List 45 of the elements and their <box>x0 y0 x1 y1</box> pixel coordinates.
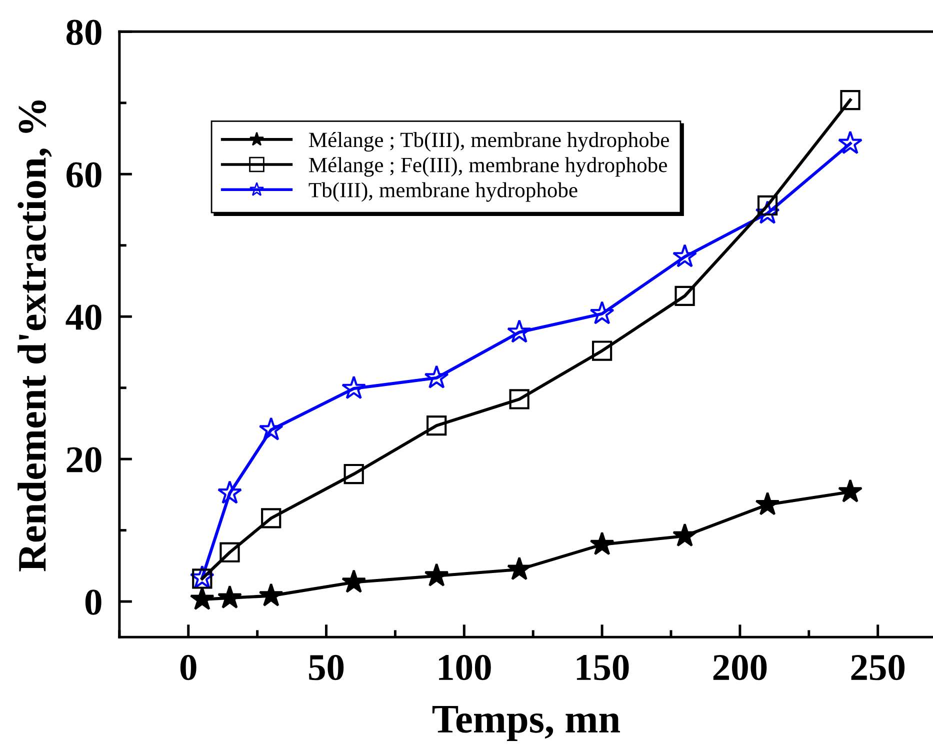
legend-label: Mélange ; Fe(III), membrane hydrophobe <box>309 157 667 177</box>
point <box>190 565 214 589</box>
point <box>755 200 780 224</box>
point <box>424 563 449 586</box>
point <box>424 365 449 388</box>
x-axis-title: Temps, mn <box>432 706 620 741</box>
point <box>757 195 778 216</box>
point <box>509 389 530 410</box>
y-tick-label: 20 <box>66 447 102 472</box>
point <box>258 582 284 606</box>
point <box>217 585 242 609</box>
legend-label: Mélange ; Tb(III), membrane hydrophobe <box>309 132 669 152</box>
point <box>674 286 695 306</box>
point <box>344 464 364 484</box>
point <box>838 130 863 154</box>
x-tick-label: 150 <box>576 654 629 680</box>
point <box>190 586 214 610</box>
point <box>261 508 282 528</box>
point <box>342 569 366 593</box>
point <box>672 523 698 547</box>
point <box>838 478 863 502</box>
x-tick-label: 50 <box>309 654 344 680</box>
point <box>507 319 532 343</box>
point <box>672 244 698 268</box>
y-tick-label: 60 <box>66 162 102 188</box>
point <box>592 340 612 361</box>
x-tick-label: 100 <box>439 654 491 680</box>
y-tick-label: 0 <box>85 590 102 615</box>
point <box>342 376 366 400</box>
legend-label: Tb(III), membrane hydrophobe <box>308 182 578 202</box>
point <box>217 480 242 504</box>
point <box>220 542 240 562</box>
point <box>755 492 780 516</box>
point <box>590 532 614 556</box>
x-tick-label: 250 <box>851 654 905 680</box>
point <box>507 556 532 580</box>
y-tick-label: 40 <box>66 304 102 330</box>
point <box>258 417 284 440</box>
point <box>590 300 614 324</box>
point <box>426 416 447 436</box>
x-tick-label: 200 <box>713 654 767 680</box>
point <box>840 90 860 110</box>
y-tick-label: 80 <box>66 20 102 46</box>
y-axis-title: Rendement d'extraction, % <box>18 100 52 572</box>
x-tick-label: 0 <box>180 654 196 680</box>
